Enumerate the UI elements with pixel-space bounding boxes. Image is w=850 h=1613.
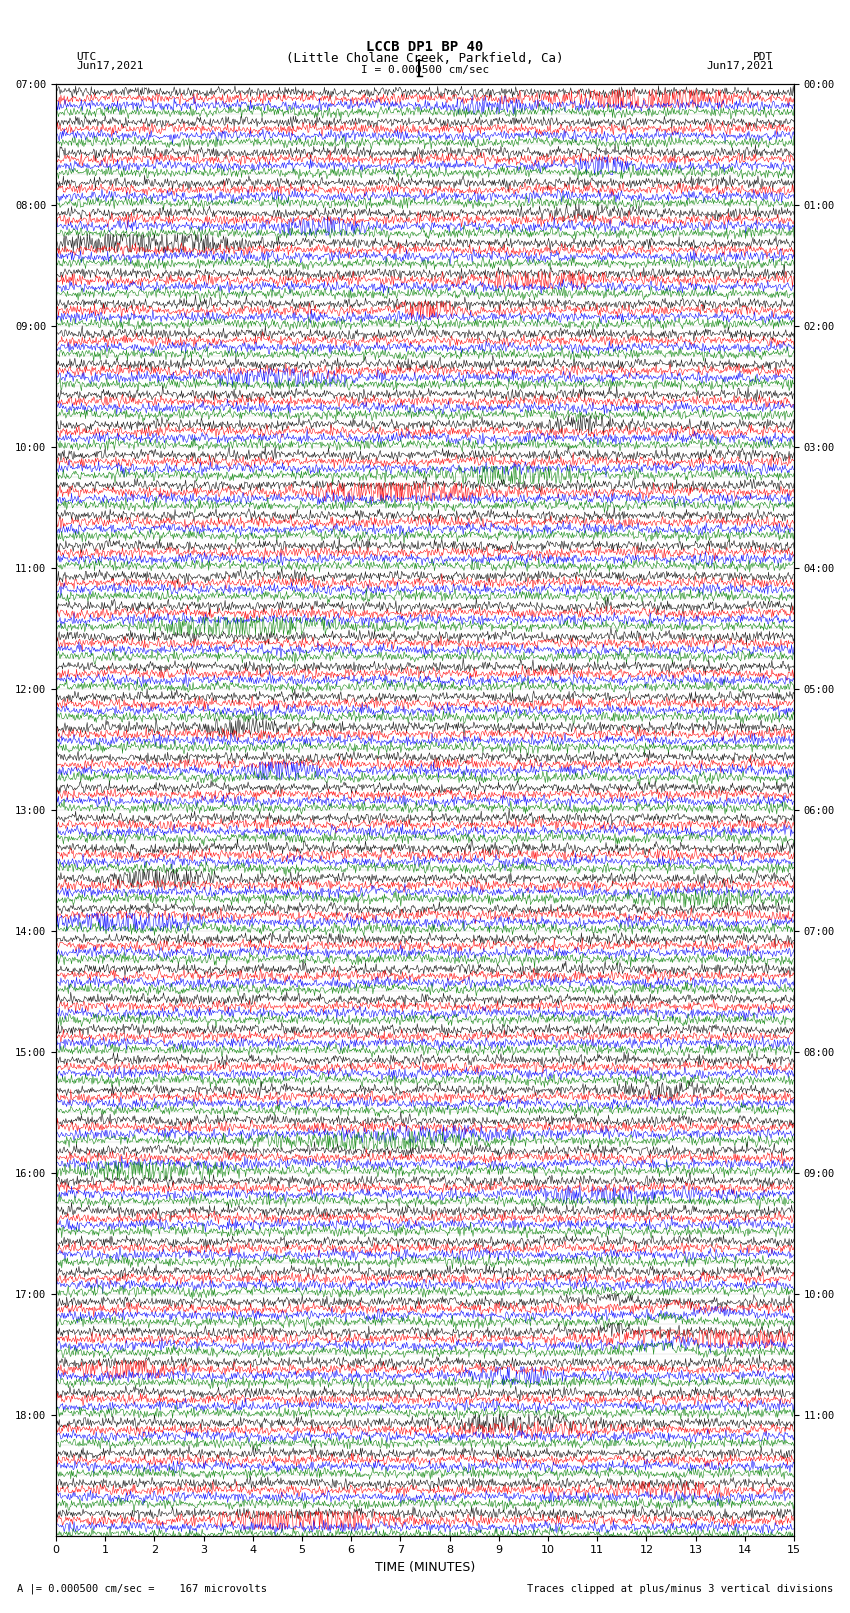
Text: LCCB DP1 BP 40: LCCB DP1 BP 40 — [366, 40, 484, 55]
Text: PDT: PDT — [753, 52, 774, 61]
Text: Traces clipped at plus/minus 3 vertical divisions: Traces clipped at plus/minus 3 vertical … — [527, 1584, 833, 1594]
Text: Jun17,2021: Jun17,2021 — [706, 61, 774, 71]
Text: I = 0.000500 cm/sec: I = 0.000500 cm/sec — [361, 65, 489, 74]
Text: (Little Cholane Creek, Parkfield, Ca): (Little Cholane Creek, Parkfield, Ca) — [286, 52, 564, 65]
Text: A |= 0.000500 cm/sec =    167 microvolts: A |= 0.000500 cm/sec = 167 microvolts — [17, 1582, 267, 1594]
Text: UTC: UTC — [76, 52, 97, 61]
X-axis label: TIME (MINUTES): TIME (MINUTES) — [375, 1561, 475, 1574]
Text: Jun17,2021: Jun17,2021 — [76, 61, 144, 71]
